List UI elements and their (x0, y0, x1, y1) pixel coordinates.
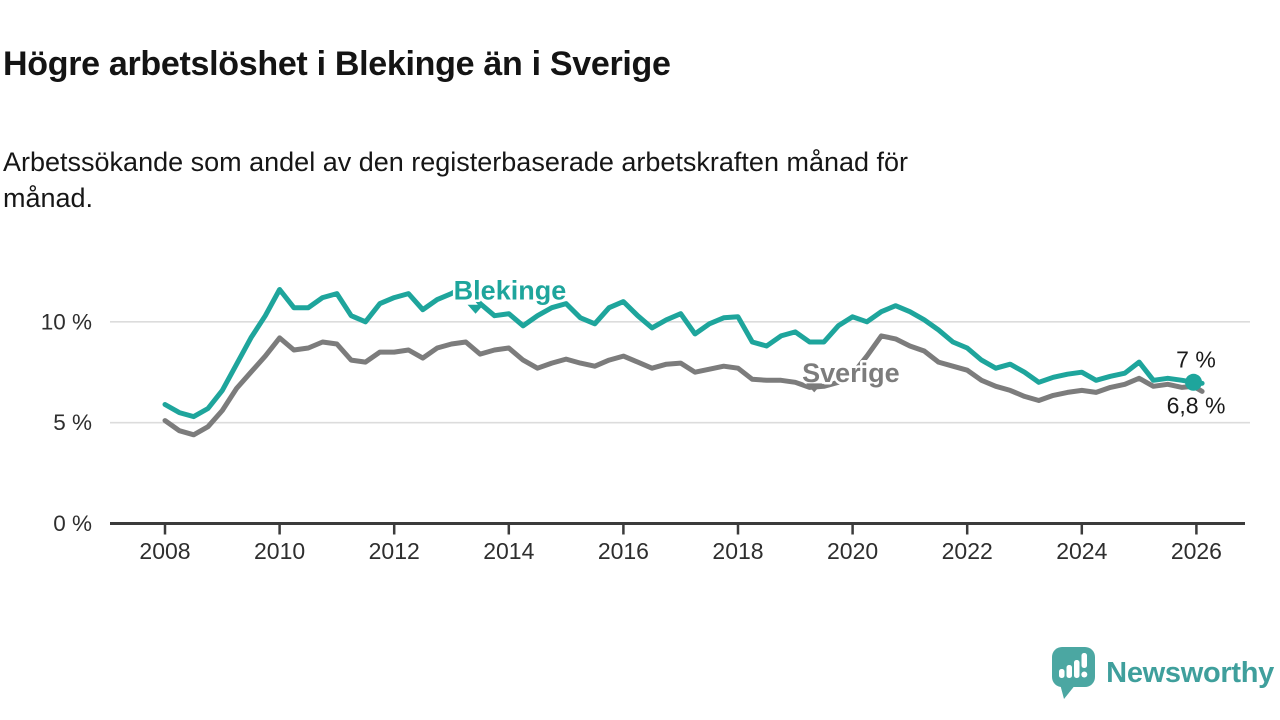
series-label-arrow-sverige (806, 383, 823, 393)
y-axis-tick-label: 5 % (53, 410, 92, 435)
newsworthy-logo: Newsworthy (1051, 646, 1274, 700)
x-axis-tick-label: 2014 (483, 538, 534, 564)
logo-exclamation-dot (1081, 671, 1088, 678)
chart-subtitle: Arbetssökande som andel av den registerb… (3, 147, 909, 213)
x-axis-tick-label: 2022 (942, 538, 993, 564)
logo-bar-3 (1074, 660, 1080, 678)
logo-exclamation (1081, 653, 1088, 668)
series-label-arrow-blekinge (467, 304, 484, 314)
x-axis-tick-label: 2018 (712, 538, 763, 564)
logo-bar-2 (1066, 665, 1073, 678)
series-line-blekinge (162, 283, 1205, 420)
end-value-label-blekinge: 7 % (1176, 346, 1216, 372)
logo-bubble-tail (1060, 684, 1077, 699)
newsworthy-logo-icon (1052, 647, 1096, 699)
x-axis-tick-label: 2020 (827, 538, 878, 564)
logo-bubble (1052, 647, 1096, 687)
y-axis-tick-label: 10 % (41, 309, 92, 334)
x-axis-tick-label: 2026 (1171, 538, 1222, 564)
x-axis-tick-label: 2008 (139, 538, 190, 564)
logo-bar-1 (1059, 669, 1065, 678)
series-label-sverige: Sverige (802, 358, 900, 388)
series-line-sverige (162, 333, 1205, 438)
page-title: Högre arbetslöshet i Blekinge än i Sveri… (3, 44, 671, 83)
series-label-blekinge: Blekinge (454, 276, 567, 306)
newsworthy-logo-text: Newsworthy (1106, 656, 1274, 689)
x-axis-tick-label: 2016 (598, 538, 649, 564)
y-axis-tick-label: 0 % (53, 511, 92, 536)
end-dot-blekinge (1185, 373, 1203, 391)
end-value-label-sverige: 6,8 % (1167, 392, 1226, 418)
x-axis-tick-label: 2012 (369, 538, 420, 564)
x-axis-tick-label: 2024 (1056, 538, 1107, 564)
x-axis-tick-label: 2010 (254, 538, 305, 564)
